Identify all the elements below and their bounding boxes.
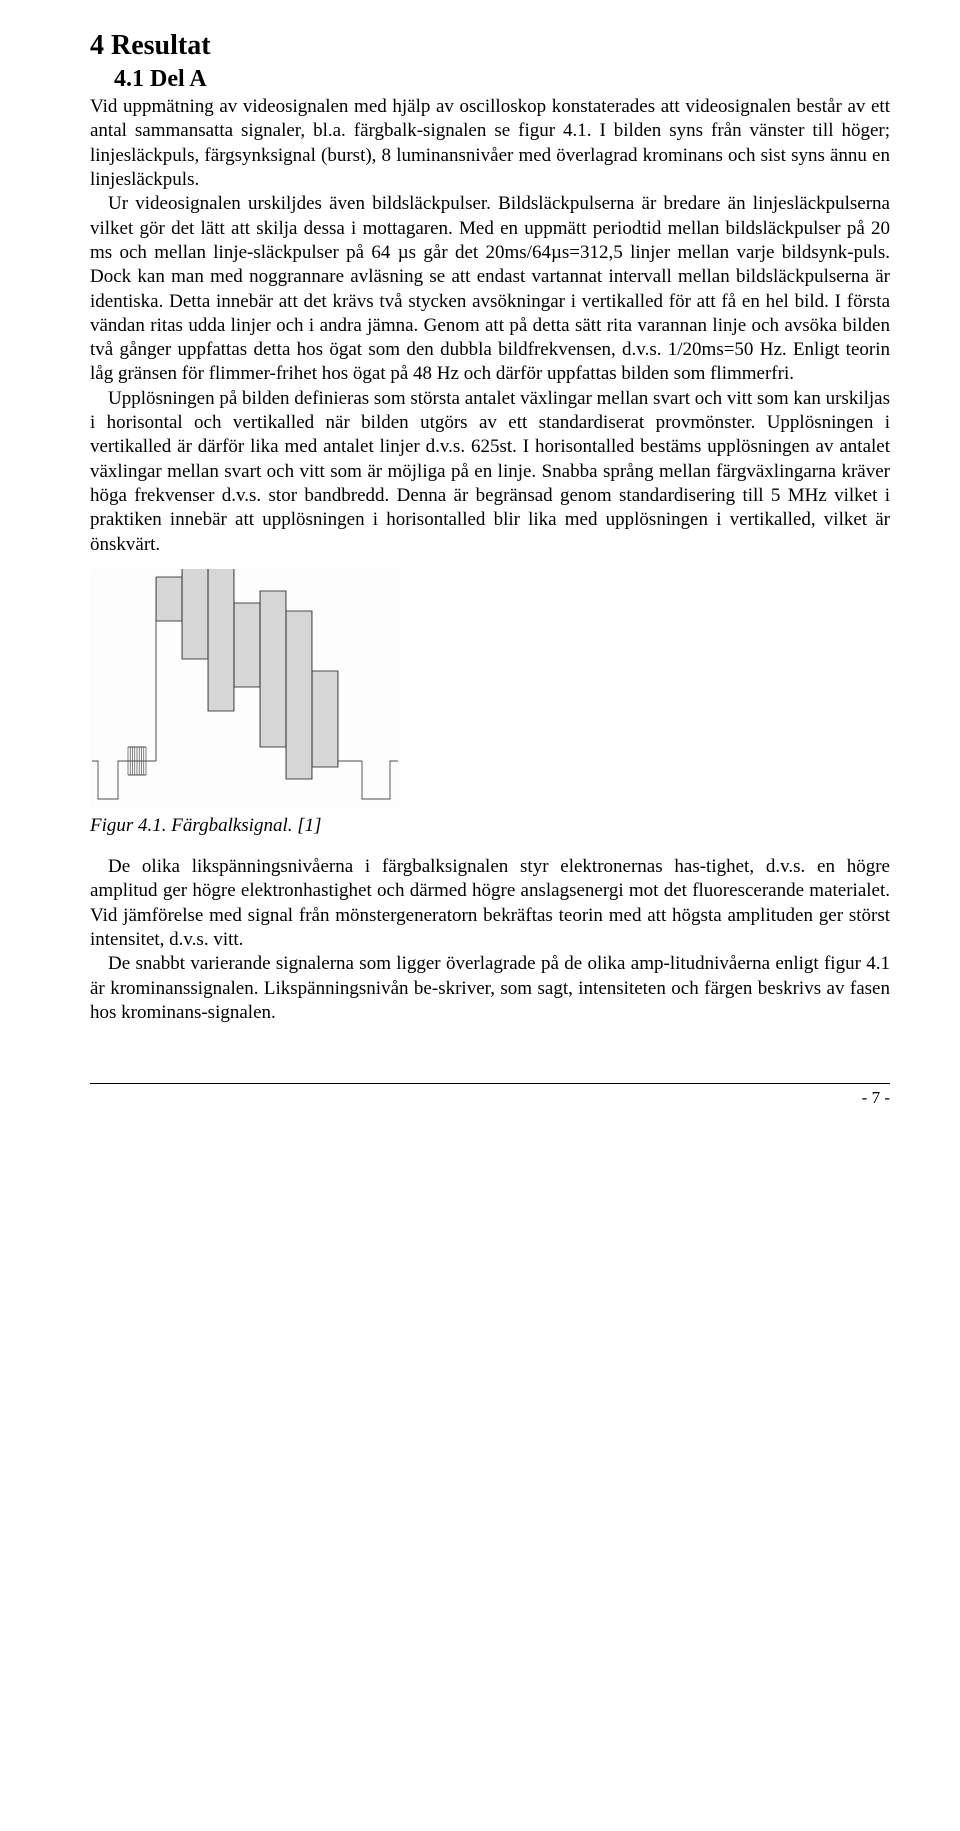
page: 4 Resultat 4.1 Del A Vid uppmätning av v… <box>0 0 960 1148</box>
paragraph-2: Ur videosignalen urskiljdes även bildslä… <box>90 192 890 387</box>
figure-caption: Figur 4.1. Färgbalksignal. [1] <box>90 815 890 837</box>
heading-resultat: 4 Resultat <box>90 30 890 62</box>
paragraph-5: De snabbt varierande signalerna som ligg… <box>90 952 890 1025</box>
page-footer: - 7 - <box>90 1083 890 1108</box>
figure-4-1 <box>90 569 890 809</box>
paragraph-1: Vid uppmätning av videosignalen med hjäl… <box>90 95 890 192</box>
colorbar-signal-icon <box>90 569 400 809</box>
heading-del-a: 4.1 Del A <box>114 66 890 93</box>
paragraph-4: De olika likspänningsnivåerna i färgbalk… <box>90 855 890 952</box>
page-number: - 7 - <box>862 1088 890 1107</box>
paragraph-3: Upplösningen på bilden definieras som st… <box>90 387 890 557</box>
